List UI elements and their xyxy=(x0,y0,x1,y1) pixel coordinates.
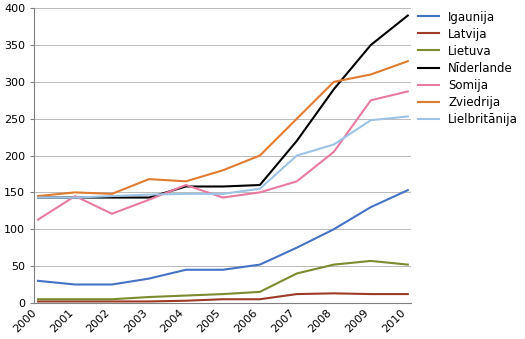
Igaunija xyxy=(72,282,78,286)
Lielbritānija xyxy=(183,192,189,196)
Igaunija xyxy=(293,246,300,250)
Latvija xyxy=(257,297,263,301)
Nīderlande xyxy=(109,196,115,200)
Somija xyxy=(331,150,337,154)
Lielbritānija xyxy=(331,142,337,146)
Latvija xyxy=(405,292,411,296)
Latvija xyxy=(220,297,226,301)
Zviedrija xyxy=(293,117,300,121)
Igaunija xyxy=(331,227,337,231)
Lielbritānija xyxy=(405,115,411,119)
Lietuva xyxy=(257,290,263,294)
Zviedrija xyxy=(109,192,115,196)
Zviedrija xyxy=(72,191,78,195)
Zviedrija xyxy=(146,177,152,181)
Zviedrija xyxy=(220,168,226,172)
Zviedrija xyxy=(35,194,41,198)
Line: Zviedrija: Zviedrija xyxy=(38,61,408,196)
Nīderlande xyxy=(146,196,152,200)
Line: Igaunija: Igaunija xyxy=(38,190,408,284)
Somija xyxy=(146,198,152,202)
Lietuva xyxy=(35,297,41,301)
Line: Lielbritānija: Lielbritānija xyxy=(38,117,408,198)
Line: Nīderlande: Nīderlande xyxy=(38,16,408,198)
Zviedrija xyxy=(183,179,189,183)
Lielbritānija xyxy=(257,187,263,191)
Lietuva xyxy=(146,295,152,299)
Lietuva xyxy=(405,263,411,267)
Lielbritānija xyxy=(368,118,374,122)
Somija xyxy=(35,218,41,222)
Zviedrija xyxy=(331,80,337,84)
Zviedrija xyxy=(368,73,374,77)
Lielbritānija xyxy=(220,192,226,196)
Igaunija xyxy=(35,279,41,283)
Nīderlande xyxy=(220,184,226,188)
Nīderlande xyxy=(35,196,41,200)
Somija xyxy=(220,196,226,200)
Latvija xyxy=(109,299,115,303)
Lietuva xyxy=(293,272,300,276)
Somija xyxy=(109,212,115,216)
Nīderlande xyxy=(331,87,337,91)
Line: Somija: Somija xyxy=(38,92,408,220)
Latvija xyxy=(146,299,152,303)
Legend: Igaunija, Latvija, Lietuva, Nīderlande, Somija, Zviedrija, Lielbritānija: Igaunija, Latvija, Lietuva, Nīderlande, … xyxy=(415,8,520,129)
Somija xyxy=(257,191,263,195)
Line: Lietuva: Lietuva xyxy=(38,261,408,299)
Lielbritānija xyxy=(72,196,78,200)
Nīderlande xyxy=(293,139,300,143)
Nīderlande xyxy=(183,184,189,188)
Lietuva xyxy=(109,297,115,301)
Somija xyxy=(183,183,189,187)
Latvija xyxy=(183,299,189,303)
Latvija xyxy=(35,299,41,303)
Somija xyxy=(293,179,300,183)
Line: Latvija: Latvija xyxy=(38,293,408,301)
Igaunija xyxy=(405,188,411,192)
Latvija xyxy=(293,292,300,296)
Somija xyxy=(72,194,78,198)
Igaunija xyxy=(368,205,374,209)
Igaunija xyxy=(109,282,115,286)
Lietuva xyxy=(220,292,226,296)
Lietuva xyxy=(183,294,189,298)
Igaunija xyxy=(146,277,152,281)
Igaunija xyxy=(220,268,226,272)
Lielbritānija xyxy=(109,194,115,198)
Lielbritānija xyxy=(35,196,41,200)
Lielbritānija xyxy=(293,154,300,158)
Latvija xyxy=(72,299,78,303)
Lietuva xyxy=(72,297,78,301)
Nīderlande xyxy=(368,43,374,47)
Nīderlande xyxy=(405,14,411,18)
Igaunija xyxy=(257,263,263,267)
Zviedrija xyxy=(405,59,411,63)
Igaunija xyxy=(183,268,189,272)
Latvija xyxy=(368,292,374,296)
Somija xyxy=(405,89,411,94)
Latvija xyxy=(331,291,337,295)
Zviedrija xyxy=(257,154,263,158)
Lielbritānija xyxy=(146,193,152,197)
Lietuva xyxy=(331,263,337,267)
Somija xyxy=(368,98,374,102)
Nīderlande xyxy=(257,183,263,187)
Lietuva xyxy=(368,259,374,263)
Nīderlande xyxy=(72,196,78,200)
